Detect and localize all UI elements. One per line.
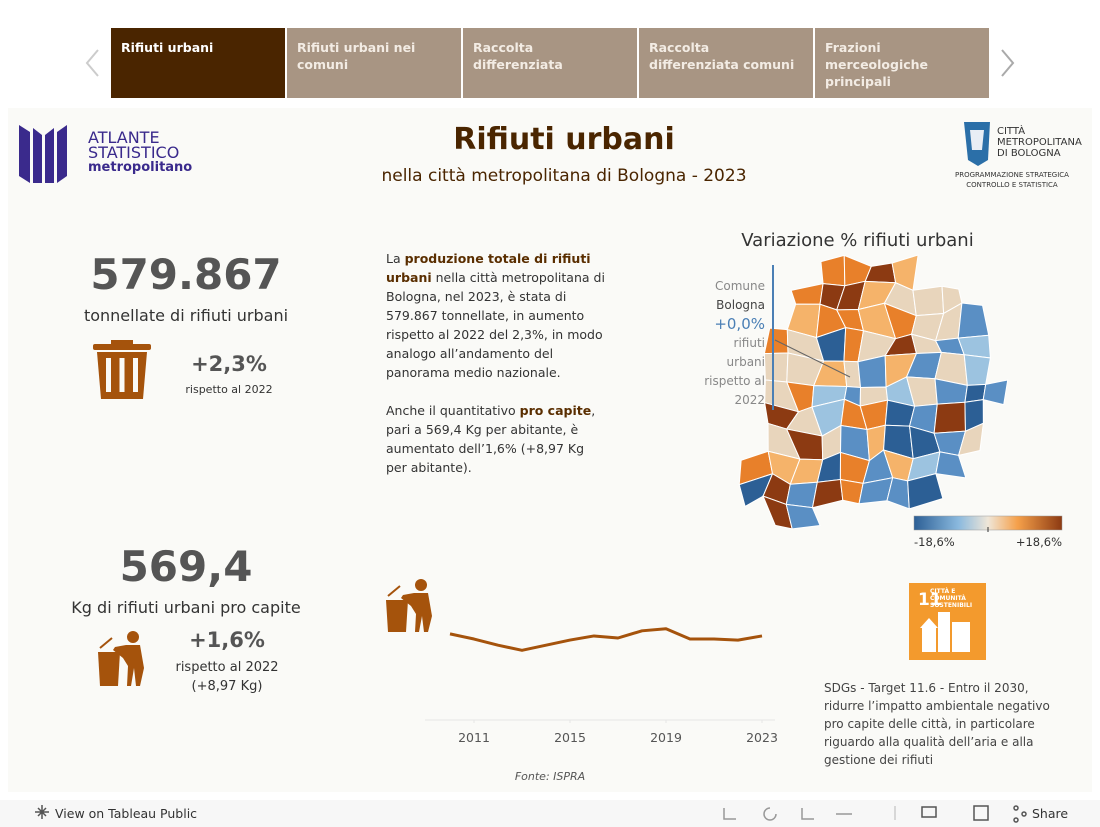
tooltip-line: Comune (714, 279, 765, 293)
tooltip-line: urbani (726, 355, 765, 369)
text: , pari a 569,4 Kg per abitante, è aument… (386, 403, 596, 475)
tooltip-value: +0,0% (714, 315, 765, 333)
legend-min: -18,6% (914, 535, 955, 549)
bold-text: produzione totale di rifiuti urbani (386, 251, 591, 285)
tooltip-line: rispetto al (704, 374, 765, 388)
org-sub-line: PROGRAMMAZIONE STRATEGICA (955, 171, 1069, 179)
paragraph: La produzione totale di rifiuti urbani n… (386, 249, 606, 382)
org-sub-line: CONTROLLO E STATISTICA (966, 181, 1058, 189)
org-name: CITTÀ METROPOLITANA DI BOLOGNA (997, 126, 1082, 159)
municipality (907, 473, 944, 510)
atlante-logo (19, 125, 67, 183)
text: nella città metropolitana di Bologna, ne… (386, 270, 605, 380)
kpi-value: 579.867 (90, 250, 282, 299)
municipality (982, 379, 1009, 406)
kpi-change-label: rispetto al 2022 (185, 383, 273, 396)
municipality (763, 352, 789, 383)
paragraph: Anche il quantitativo pro capite, pari a… (386, 401, 606, 477)
sdg-badge-text: CITTÀ E COMUNITÀ SOSTENIBILI (930, 588, 973, 609)
title: Rifiuti urbani (453, 122, 675, 157)
municipality (935, 451, 967, 479)
tooltip-pointer (774, 339, 851, 378)
x-tick-label: 2015 (554, 730, 586, 745)
municipality (957, 422, 984, 457)
municipality (785, 503, 821, 530)
trash-icon (93, 340, 151, 399)
municipality (933, 401, 966, 434)
toolbar-icons (35, 805, 1027, 823)
x-tick-label: 2023 (746, 730, 778, 745)
municipality (912, 285, 945, 317)
tab[interactable]: Frazioni merceologiche principali (815, 28, 989, 98)
logo-line: metropolitano (88, 160, 193, 175)
org-line: METROPOLITANA (997, 137, 1082, 148)
tab[interactable]: Rifiuti urbani nei comuni (287, 28, 461, 98)
kpi-value: 569,4 (119, 542, 253, 591)
municipality (857, 355, 887, 389)
tab[interactable]: Raccolta differenziata (463, 28, 637, 98)
logo-line: STATISTICO (88, 143, 180, 162)
subtitle: nella città metropolitana di Bologna - 2… (381, 166, 747, 186)
source: Fonte: ISPRA (514, 770, 586, 783)
tab[interactable]: Rifiuti urbani (111, 28, 285, 98)
org-logo (964, 122, 990, 166)
view-on-tableau[interactable]: View on Tableau Public (55, 806, 198, 821)
org-line: CITTÀ (997, 126, 1026, 137)
next-arrow[interactable] (1001, 49, 1015, 77)
tab[interactable]: Raccolta differenziata comuni (639, 28, 813, 98)
share-button[interactable]: Share (1032, 806, 1069, 821)
atlante-logo-text: ATLANTE STATISTICO metropolitano (88, 128, 193, 176)
sdg-text: SDGs - Target 11.6 - Entro il 2030, ridu… (824, 681, 1050, 767)
trend-line (449, 627, 763, 652)
tooltip-line: Bologna (716, 298, 765, 312)
municipality (785, 481, 818, 509)
bold-text: pro capite (519, 403, 592, 418)
x-tick-label: 2019 (650, 730, 682, 745)
sdg-number: 11 (918, 590, 942, 610)
kpi-change-label: rispetto al 2022 (175, 660, 279, 675)
map-title: Variazione % rifiuti urbani (741, 230, 974, 251)
kpi-change: +1,6% (189, 628, 265, 652)
sdg-city-icon (920, 612, 970, 652)
text: Anche il quantitativo (386, 403, 520, 418)
logo-line: ATLANTE (88, 128, 160, 147)
legend-max: +18,6% (1015, 535, 1062, 549)
person-bin-icon (386, 579, 432, 632)
kpi-change-detail: (+8,97 Kg) (191, 679, 263, 694)
org-sub: PROGRAMMAZIONE STRATEGICA CONTROLLO E ST… (950, 170, 1074, 190)
kpi-change: +2,3% (191, 352, 267, 376)
description: La produzione totale di rifiuti urbani n… (386, 249, 606, 496)
prev-arrow[interactable] (85, 49, 99, 77)
kpi-label: Kg di rifiuti urbani pro capite (71, 598, 301, 617)
municipality (963, 354, 991, 386)
map-tooltip: Comune Bologna +0,0% rifiuti urbani risp… (690, 277, 765, 410)
x-tick-label: 2011 (458, 730, 490, 745)
toolbar-bg (0, 800, 1100, 827)
org-line: DI BOLOGNA (997, 148, 1061, 159)
kpi-label: tonnellate di rifiuti urbani (83, 306, 289, 325)
text: La (386, 251, 405, 266)
tooltip-line: 2022 (734, 393, 765, 407)
tooltip-line: rifiuti (733, 336, 765, 350)
person-bin-icon (98, 631, 144, 686)
choropleth-map (738, 254, 1009, 530)
